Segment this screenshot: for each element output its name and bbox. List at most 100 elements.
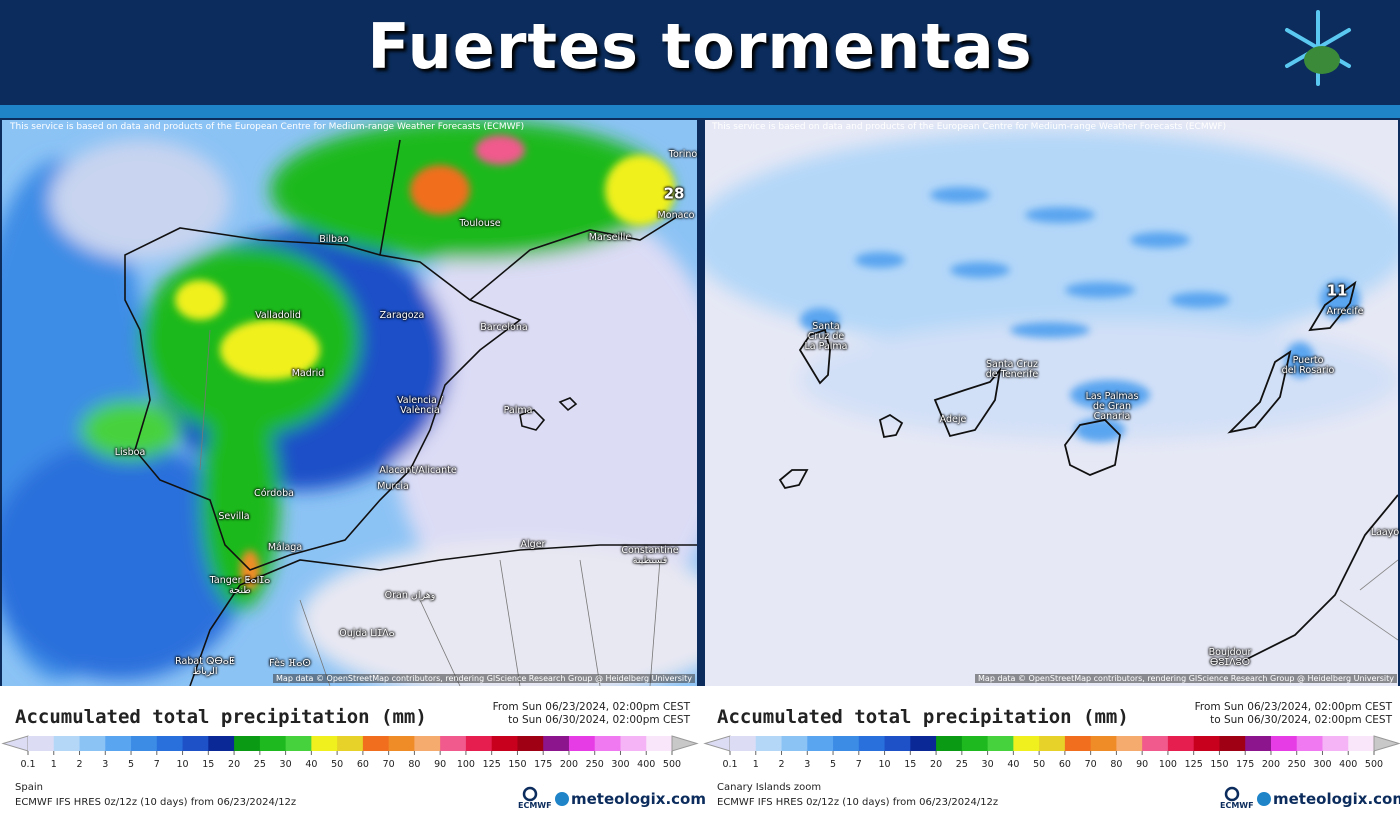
scale-color bbox=[414, 736, 441, 751]
map-credit: Map data © OpenStreetMap contributors, r… bbox=[273, 674, 695, 683]
scale-color bbox=[362, 736, 390, 751]
city-label: Constantine قسنطينة bbox=[621, 546, 678, 566]
scale-label: 3 bbox=[804, 759, 811, 770]
city-label: Boujdour ⴱⵓⵊⴷⵓⵔ bbox=[1209, 648, 1252, 668]
attribution: This service is based on data and produc… bbox=[712, 122, 1227, 132]
scale-color bbox=[1219, 736, 1246, 751]
scale-label: 150 bbox=[1210, 759, 1229, 770]
scale-label: 1 bbox=[50, 759, 57, 770]
scale-color bbox=[1090, 736, 1117, 751]
label-line: Monaco bbox=[657, 210, 695, 221]
label-line: Madrid bbox=[291, 368, 325, 379]
scale-label: 90 bbox=[434, 759, 447, 770]
label-line: قسنطينة bbox=[632, 555, 668, 566]
label-line: Tanger ⵟⴰⵏⵊⴰ bbox=[209, 575, 271, 586]
label-line: Santa bbox=[812, 321, 840, 332]
label-line: Canaria bbox=[1093, 411, 1131, 422]
city-label: Tanger ⵟⴰⵏⵊⴰ طنجة bbox=[210, 576, 271, 596]
label-line: València bbox=[400, 405, 440, 416]
label-line: Las Palmas bbox=[1085, 391, 1139, 402]
scale-label: 0.1 bbox=[722, 759, 738, 770]
city-label: Toulouse bbox=[459, 219, 500, 229]
scale-label: 70 bbox=[382, 759, 395, 770]
scale-label: 25 bbox=[955, 759, 968, 770]
scale-label: 1 bbox=[752, 759, 759, 770]
scale-label: 15 bbox=[904, 759, 917, 770]
label-line: Arrecife bbox=[1326, 306, 1364, 317]
label-line: Boujdour bbox=[1208, 647, 1252, 658]
city-label: Marseille bbox=[589, 233, 631, 243]
scale-label: 2 bbox=[778, 759, 785, 770]
label-line: Córdoba bbox=[254, 488, 294, 499]
label-line: Laayo bbox=[1370, 527, 1400, 538]
label-line: Puerto bbox=[1292, 355, 1324, 366]
scale-label: 50 bbox=[1033, 759, 1046, 770]
brand: meteologix.com bbox=[1273, 790, 1400, 808]
scale-color bbox=[131, 736, 158, 751]
scale-color bbox=[807, 736, 834, 751]
label-line: Valladolid bbox=[255, 310, 301, 321]
scale-label: 80 bbox=[1110, 759, 1123, 770]
city-label: Madrid bbox=[292, 369, 325, 379]
scale-arrow-right bbox=[1373, 735, 1400, 752]
ecmwf-mark bbox=[522, 786, 538, 802]
scale-color bbox=[987, 736, 1014, 751]
scale-label: 500 bbox=[662, 759, 682, 770]
city-label: Córdoba bbox=[254, 489, 294, 499]
scale-color bbox=[1116, 736, 1143, 751]
label-line: Constantine bbox=[621, 545, 679, 556]
scale-label: 60 bbox=[1058, 759, 1071, 770]
scale-color bbox=[646, 736, 673, 751]
city-label: Oran وهران bbox=[385, 591, 436, 601]
label-line: Bilbao bbox=[319, 234, 349, 245]
scale-color bbox=[517, 736, 544, 751]
label-line: de Gran bbox=[1092, 401, 1131, 412]
scale-label: 150 bbox=[508, 759, 527, 770]
label-line: طنجة bbox=[229, 585, 251, 596]
page-title: Fuertes tormentas bbox=[367, 10, 1033, 83]
scale-label: 300 bbox=[1313, 759, 1332, 770]
scale-color bbox=[1142, 736, 1169, 751]
scale-label: 3 bbox=[102, 759, 109, 770]
scale-color bbox=[208, 736, 235, 751]
label-line: La Palma bbox=[804, 341, 848, 352]
scale-color bbox=[156, 736, 184, 751]
label-line: Valencia / bbox=[397, 395, 443, 406]
city-label: Alacant/Alicante bbox=[379, 466, 456, 476]
label-line: Toulouse bbox=[459, 218, 501, 229]
label-line: Rabat ⵕⴱⴰⵟ bbox=[175, 656, 235, 667]
scale-label: 5 bbox=[128, 759, 135, 770]
scale-label: 0.1 bbox=[20, 759, 36, 770]
map-credit: Map data © OpenStreetMap contributors, r… bbox=[975, 674, 1397, 683]
scale-color bbox=[1193, 736, 1220, 751]
city-label: Palma bbox=[504, 406, 533, 416]
city-label: Valencia / València bbox=[397, 396, 443, 416]
map-left bbox=[2, 120, 697, 686]
label-line: Alacant/Alicante bbox=[379, 465, 457, 476]
scale-label: 60 bbox=[356, 759, 369, 770]
legend-title: Accumulated total precipitation (mm) bbox=[717, 706, 1129, 728]
date-from: From Sun 06/23/2024, 02:00pm CEST bbox=[492, 701, 690, 713]
scale-color bbox=[1245, 736, 1272, 751]
scale-label: 25 bbox=[253, 759, 266, 770]
label-line: 11 bbox=[1326, 281, 1348, 300]
scale-color bbox=[833, 736, 860, 751]
scale-label: 250 bbox=[585, 759, 604, 770]
scale-label: 70 bbox=[1084, 759, 1097, 770]
scale-label: 15 bbox=[202, 759, 215, 770]
scale-arrow-right bbox=[671, 735, 699, 752]
city-label: Sevilla bbox=[218, 512, 249, 522]
label-line: Barcelona bbox=[480, 322, 528, 333]
label-line: de Tenerife bbox=[985, 369, 1039, 380]
scale-color bbox=[568, 736, 596, 751]
label-line: Palma bbox=[503, 405, 533, 416]
label-line: del Rosario bbox=[1281, 365, 1335, 376]
scale-label: 400 bbox=[1339, 759, 1358, 770]
city-label: Monaco bbox=[658, 211, 695, 221]
city-label: Arrecife bbox=[1327, 307, 1364, 317]
label-line: Zaragoza bbox=[379, 310, 425, 321]
scale-label: 30 bbox=[981, 759, 994, 770]
date-to: to Sun 06/30/2024, 02:00pm CEST bbox=[508, 714, 690, 726]
scale-label: 125 bbox=[1184, 759, 1203, 770]
